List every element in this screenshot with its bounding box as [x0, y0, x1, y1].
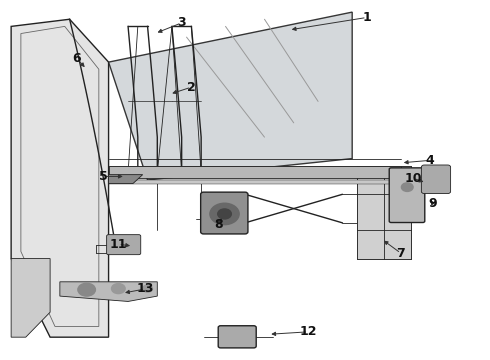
Text: 1: 1: [363, 11, 371, 24]
Circle shape: [210, 203, 239, 225]
Polygon shape: [60, 282, 157, 301]
Text: 9: 9: [428, 197, 437, 210]
Text: 6: 6: [73, 52, 81, 65]
FancyBboxPatch shape: [201, 192, 248, 234]
Circle shape: [112, 284, 125, 294]
Text: 12: 12: [299, 325, 317, 338]
Polygon shape: [11, 258, 50, 337]
Text: 13: 13: [136, 283, 154, 296]
Circle shape: [401, 183, 413, 192]
Polygon shape: [109, 12, 352, 180]
Circle shape: [143, 285, 152, 292]
Circle shape: [78, 283, 96, 296]
Text: 3: 3: [177, 16, 186, 29]
Text: 10: 10: [404, 172, 422, 185]
Text: 11: 11: [110, 238, 127, 251]
Circle shape: [218, 209, 231, 219]
Text: 4: 4: [426, 154, 435, 167]
Text: 8: 8: [214, 218, 222, 231]
FancyBboxPatch shape: [389, 168, 425, 222]
Text: 7: 7: [396, 247, 405, 260]
FancyBboxPatch shape: [421, 165, 451, 194]
Text: 2: 2: [187, 81, 196, 94]
Polygon shape: [109, 175, 143, 184]
Polygon shape: [11, 19, 109, 337]
FancyBboxPatch shape: [107, 235, 141, 255]
FancyBboxPatch shape: [218, 326, 256, 348]
Text: 5: 5: [99, 170, 108, 183]
